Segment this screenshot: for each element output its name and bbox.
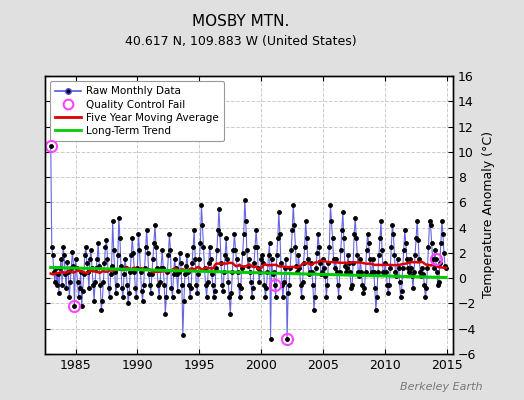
Legend: Raw Monthly Data, Quality Control Fail, Five Year Moving Average, Long-Term Tren: Raw Monthly Data, Quality Control Fail, … (50, 81, 224, 141)
Text: Berkeley Earth: Berkeley Earth (400, 382, 482, 392)
Y-axis label: Temperature Anomaly (°C): Temperature Anomaly (°C) (482, 132, 495, 298)
Text: 40.617 N, 109.883 W (United States): 40.617 N, 109.883 W (United States) (125, 36, 357, 48)
Text: MOSBY MTN.: MOSBY MTN. (192, 14, 290, 30)
